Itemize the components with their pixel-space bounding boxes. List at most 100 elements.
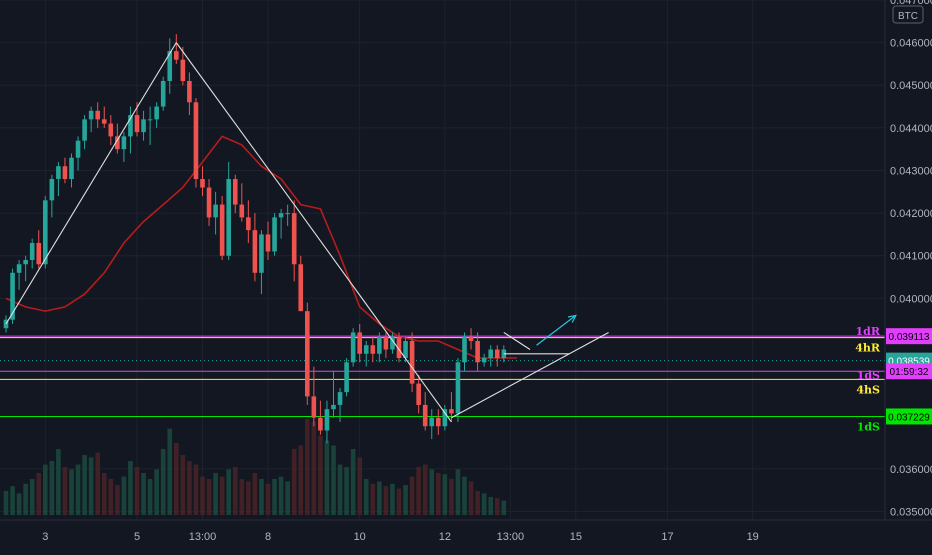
candle[interactable] (187, 72, 192, 116)
candle-body (337, 392, 343, 405)
volume-bar (429, 469, 435, 515)
candle[interactable] (278, 208, 284, 239)
candle[interactable] (377, 332, 382, 363)
candle[interactable] (291, 200, 297, 282)
volume-bar (174, 443, 179, 515)
candle[interactable] (206, 179, 212, 226)
candle[interactable] (49, 174, 55, 218)
candle[interactable] (115, 123, 120, 154)
candle[interactable] (488, 345, 493, 367)
candle[interactable] (475, 332, 480, 371)
y-tick-label: 0.043000 (890, 165, 932, 177)
candle[interactable] (82, 115, 87, 150)
time-axis-panel[interactable] (0, 520, 932, 550)
volume-bar (436, 473, 441, 515)
candle[interactable] (219, 196, 225, 260)
volume-bar (494, 498, 500, 515)
candle-body (121, 136, 127, 150)
y-tick-label: 0.045000 (890, 80, 932, 92)
candle[interactable] (69, 153, 74, 188)
x-tick-label: 3 (42, 531, 48, 543)
candles[interactable] (3, 34, 507, 444)
candle-body (252, 230, 258, 273)
volume-bar (501, 500, 507, 515)
candle[interactable] (318, 400, 323, 435)
candle[interactable] (16, 260, 22, 290)
candle[interactable] (121, 132, 127, 162)
candle-body (390, 336, 395, 350)
candle[interactable] (272, 213, 277, 256)
volume-bar (167, 428, 173, 515)
candle[interactable] (43, 196, 48, 269)
candle[interactable] (416, 375, 421, 414)
candle[interactable] (101, 106, 107, 128)
candle[interactable] (252, 213, 258, 282)
volume-bar (337, 464, 343, 515)
candle[interactable] (128, 106, 133, 154)
candle[interactable] (246, 200, 251, 243)
candle[interactable] (396, 332, 402, 363)
candle[interactable] (154, 102, 159, 128)
candle[interactable] (62, 157, 68, 184)
candle[interactable] (232, 174, 238, 214)
candle[interactable] (193, 98, 199, 188)
candle[interactable] (337, 387, 343, 422)
candle[interactable] (311, 366, 317, 427)
candle-body (468, 336, 474, 341)
candle[interactable] (10, 268, 15, 324)
candle[interactable] (481, 353, 487, 367)
candle[interactable] (259, 230, 264, 295)
candle[interactable] (455, 358, 461, 422)
candle[interactable] (409, 332, 415, 393)
candle[interactable] (331, 370, 336, 418)
candle[interactable] (429, 409, 435, 440)
candle[interactable] (442, 404, 448, 431)
candle[interactable] (265, 221, 271, 260)
candle[interactable] (462, 332, 467, 371)
candle[interactable] (363, 340, 369, 367)
candle[interactable] (422, 392, 428, 431)
candle[interactable] (494, 345, 500, 367)
candle[interactable] (95, 102, 100, 128)
candle[interactable] (167, 38, 173, 94)
candle[interactable] (108, 115, 114, 145)
candle[interactable] (436, 409, 441, 435)
candle[interactable] (141, 110, 146, 141)
candle[interactable] (370, 336, 376, 363)
candle[interactable] (239, 183, 245, 222)
candle[interactable] (298, 255, 304, 312)
candle-body (403, 340, 408, 359)
candle-body (291, 213, 297, 265)
candle[interactable] (344, 358, 349, 397)
volume-bar (147, 479, 153, 515)
candle[interactable] (180, 46, 186, 86)
candle-body (141, 119, 146, 133)
candle-body (134, 115, 140, 133)
candle[interactable] (305, 302, 310, 405)
candle[interactable] (88, 106, 94, 133)
price-axis-panel[interactable] (885, 0, 932, 520)
candle[interactable] (383, 332, 389, 359)
candle[interactable] (213, 191, 218, 235)
candle[interactable] (3, 315, 9, 333)
candle[interactable] (147, 106, 153, 145)
candle[interactable] (468, 328, 474, 350)
candle[interactable] (226, 161, 231, 260)
candle[interactable] (75, 136, 81, 171)
candle[interactable] (357, 323, 362, 363)
candle[interactable] (160, 76, 166, 111)
candle[interactable] (390, 332, 395, 354)
candle[interactable] (449, 392, 454, 422)
candle[interactable] (56, 161, 61, 197)
candle[interactable] (324, 400, 330, 444)
candle[interactable] (36, 230, 42, 269)
candle[interactable] (200, 166, 205, 197)
candle[interactable] (285, 204, 290, 226)
candle[interactable] (174, 34, 179, 64)
candle[interactable] (350, 328, 356, 367)
candle[interactable] (29, 238, 35, 269)
volume-bar (481, 493, 487, 515)
candle[interactable] (23, 255, 28, 282)
